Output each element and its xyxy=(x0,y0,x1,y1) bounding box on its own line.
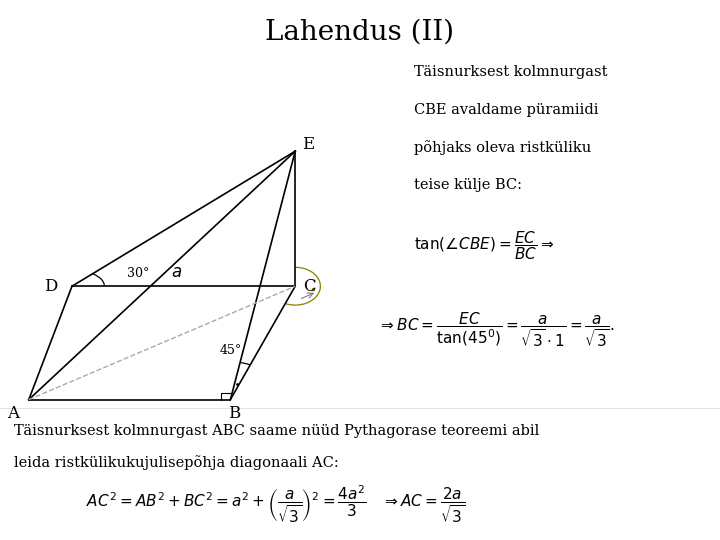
Text: $\tan(\angle CBE) = \dfrac{EC}{BC} \Rightarrow$: $\tan(\angle CBE) = \dfrac{EC}{BC} \Righ… xyxy=(414,230,554,262)
Text: B: B xyxy=(228,404,240,422)
Text: leida ristkülikukujulisepõhja diagonaali AC:: leida ristkülikukujulisepõhja diagonaali… xyxy=(14,455,339,470)
Text: põhjaks oleva ristküliku: põhjaks oleva ristküliku xyxy=(414,140,591,156)
Text: teise külje BC:: teise külje BC: xyxy=(414,178,522,192)
Text: $\Rightarrow BC = \dfrac{EC}{\tan(45^0)} = \dfrac{a}{\sqrt{3}\cdot 1} = \dfrac{a: $\Rightarrow BC = \dfrac{EC}{\tan(45^0)}… xyxy=(378,310,615,349)
Text: Lahendus (II): Lahendus (II) xyxy=(266,19,454,46)
Text: C: C xyxy=(303,278,316,295)
Text: E: E xyxy=(302,136,315,153)
Text: 45°: 45° xyxy=(220,344,243,357)
Text: Täisnurksest kolmnurgast ABC saame nüüd Pythagorase teoreemi abil: Täisnurksest kolmnurgast ABC saame nüüd … xyxy=(14,424,540,438)
Text: 30°: 30° xyxy=(127,267,149,280)
Text: D: D xyxy=(44,278,57,295)
Text: Täisnurksest kolmnurgast: Täisnurksest kolmnurgast xyxy=(414,65,608,79)
Text: CBE avaldame püramiidi: CBE avaldame püramiidi xyxy=(414,103,598,117)
Text: $AC^2 = AB^2 + BC^2 = a^2 + \left(\dfrac{a}{\sqrt{3}}\right)^2 = \dfrac{4a^2}{3}: $AC^2 = AB^2 + BC^2 = a^2 + \left(\dfrac… xyxy=(86,483,466,525)
Text: A: A xyxy=(7,404,19,422)
Text: $a$: $a$ xyxy=(171,264,182,281)
